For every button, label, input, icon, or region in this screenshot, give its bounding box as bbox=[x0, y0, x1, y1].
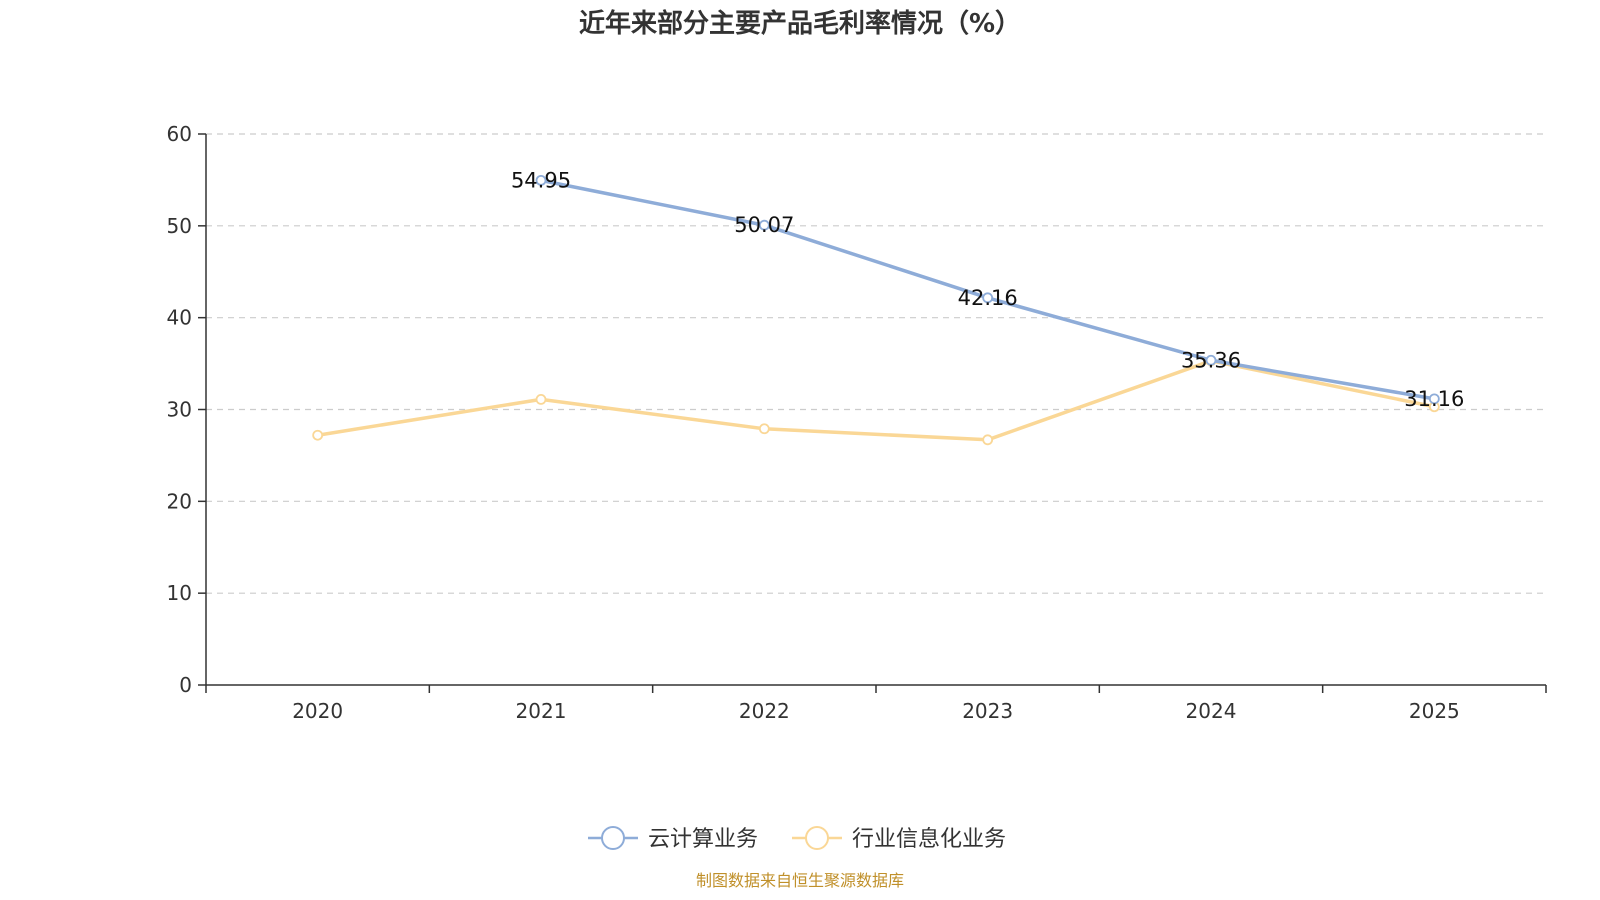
series-line bbox=[317, 359, 1435, 442]
legend-marker bbox=[601, 826, 625, 850]
data-point bbox=[758, 219, 770, 231]
x-tick-label: 2023 bbox=[962, 699, 1013, 723]
x-tick-label: 2021 bbox=[516, 699, 567, 723]
series-group bbox=[312, 174, 1440, 446]
axes: 0 10 20 30 40 50 60 2020 2021 2022 2023 2024 2025 bbox=[167, 122, 1547, 723]
data-point bbox=[982, 434, 994, 446]
data-point bbox=[1205, 354, 1217, 366]
grid-lines bbox=[206, 133, 1546, 594]
y-tick-label: 30 bbox=[167, 398, 192, 422]
data-label: 42.16 bbox=[958, 286, 1018, 310]
data-labels: 54.95 50.07 42.16 35.36 31.16 bbox=[511, 168, 1464, 410]
y-tick-label: 50 bbox=[167, 214, 192, 238]
x-tick-label: 2022 bbox=[739, 699, 790, 723]
data-point bbox=[982, 292, 994, 304]
data-point bbox=[535, 174, 547, 186]
source-note: 制图数据来自恒生聚源数据库 bbox=[696, 871, 904, 890]
x-tick-label: 2020 bbox=[292, 699, 343, 723]
data-label: 31.16 bbox=[1404, 387, 1464, 411]
legend-marker bbox=[805, 826, 829, 850]
y-tick-label: 10 bbox=[167, 581, 192, 605]
legend-label: 行业信息化业务 bbox=[852, 827, 1006, 852]
data-label: 35.36 bbox=[1181, 348, 1241, 372]
y-tick-label: 60 bbox=[167, 122, 192, 146]
data-point bbox=[1428, 393, 1440, 405]
y-tick-label: 0 bbox=[179, 673, 192, 697]
y-tick-label: 40 bbox=[167, 306, 192, 330]
data-label: 54.95 bbox=[511, 168, 571, 192]
y-tick-label: 20 bbox=[167, 489, 192, 513]
data-label: 50.07 bbox=[734, 213, 794, 237]
x-tick-label: 2024 bbox=[1186, 699, 1237, 723]
data-point bbox=[312, 429, 324, 441]
chart-title: 近年来部分主要产品毛利率情况（%） bbox=[579, 8, 1021, 39]
legend: 云计算业务 行业信息化业务 bbox=[588, 826, 1006, 852]
data-point bbox=[758, 423, 770, 435]
legend-label: 云计算业务 bbox=[648, 827, 758, 852]
data-point bbox=[535, 393, 547, 405]
x-tick-label: 2025 bbox=[1409, 699, 1460, 723]
